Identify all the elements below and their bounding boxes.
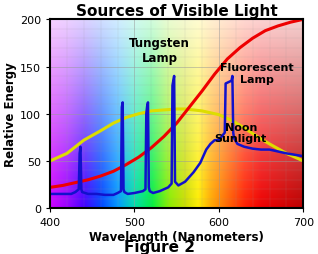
- X-axis label: Wavelength (Nanometers): Wavelength (Nanometers): [89, 230, 264, 243]
- Text: Noon
Sunlight: Noon Sunlight: [215, 122, 267, 144]
- Text: Tungsten
Lamp: Tungsten Lamp: [129, 36, 190, 64]
- Y-axis label: Relative Energy: Relative Energy: [4, 62, 17, 166]
- Text: Figure 2: Figure 2: [123, 240, 195, 254]
- Text: Fluorescent
Lamp: Fluorescent Lamp: [220, 63, 294, 85]
- Title: Sources of Visible Light: Sources of Visible Light: [76, 4, 278, 19]
